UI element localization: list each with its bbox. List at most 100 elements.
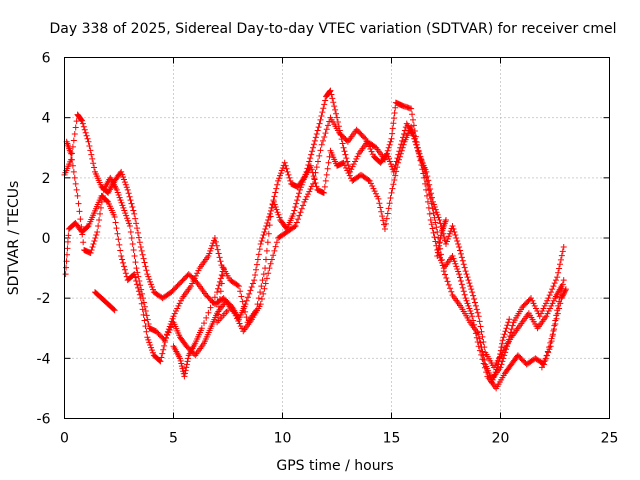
data-point: [295, 216, 302, 223]
data-point: [251, 277, 258, 284]
data-point: [381, 225, 388, 232]
data-point: [80, 123, 87, 130]
data-point: [473, 334, 480, 341]
data-point: [62, 271, 69, 278]
data-point: [333, 110, 340, 117]
data-point: [432, 219, 439, 226]
data-point: [184, 358, 191, 365]
data-point: [139, 295, 146, 302]
data-point: [273, 239, 280, 246]
data-point: [96, 216, 103, 223]
data-point: [284, 168, 291, 175]
data-point: [115, 236, 122, 243]
data-point: [324, 165, 331, 172]
data-point: [461, 264, 468, 271]
data-point: [447, 285, 454, 292]
data-point: [160, 346, 167, 353]
data-point: [121, 266, 128, 273]
data-point: [73, 186, 80, 193]
data-point: [365, 176, 372, 183]
data-point: [326, 88, 333, 95]
data-point: [495, 357, 502, 364]
data-point: [149, 349, 156, 356]
data-point: [286, 174, 293, 181]
data-point: [282, 162, 289, 169]
data-point: [177, 355, 184, 362]
data-point: [544, 297, 551, 304]
data-point: [321, 134, 328, 141]
data-point: [128, 235, 135, 241]
data-point: [409, 116, 416, 123]
data-point: [83, 132, 90, 139]
y-axis-label: SDTVAR / TECUs: [6, 181, 22, 296]
data-point: [263, 247, 270, 254]
data-point: [425, 177, 432, 184]
data-point: [95, 222, 102, 229]
data-point: [274, 209, 281, 216]
data-point: [171, 310, 178, 317]
data-point: [549, 286, 556, 293]
data-point: [244, 294, 251, 301]
data-point: [558, 252, 565, 259]
data-point: [477, 323, 484, 330]
data-point: [114, 230, 121, 237]
data-point: [278, 167, 285, 174]
data-point: [559, 248, 566, 255]
data-point: [434, 211, 441, 218]
data-point: [436, 239, 443, 246]
data-point: [374, 193, 381, 200]
data-point: [425, 204, 432, 211]
data-point: [133, 220, 140, 227]
data-point: [205, 253, 212, 260]
data-point: [371, 188, 378, 195]
data-point: [118, 253, 125, 260]
data-point: [136, 239, 143, 246]
data-point: [496, 354, 503, 361]
data-point: [384, 210, 391, 217]
data-point: [261, 228, 268, 235]
data-point: [273, 206, 280, 213]
data-point: [271, 247, 278, 254]
data-point: [477, 339, 484, 346]
data-point: [262, 225, 269, 232]
data-point: [275, 211, 282, 218]
data-point: [260, 231, 267, 238]
data-point: [384, 150, 391, 157]
data-point: [323, 171, 330, 178]
data-point: [104, 198, 111, 205]
data-point: [476, 318, 483, 325]
data-point: [141, 303, 148, 310]
data-point: [545, 349, 552, 356]
data-point: [339, 140, 346, 147]
data-point: [493, 366, 500, 373]
data-point: [318, 112, 325, 119]
data-point: [125, 190, 132, 197]
data-point: [303, 193, 310, 200]
data-point: [376, 200, 383, 207]
data-point: [212, 238, 219, 245]
data-point: [469, 313, 476, 320]
data-point: [213, 242, 220, 249]
data-point: [463, 271, 470, 278]
data-point: [216, 296, 223, 303]
data-point: [431, 234, 438, 241]
data-point: [364, 140, 371, 147]
data-point: [111, 213, 118, 220]
data-point: [452, 231, 459, 238]
data-point: [272, 204, 279, 211]
data-point: [275, 177, 282, 184]
data-point: [177, 357, 184, 364]
data-point: [307, 186, 314, 193]
data-point: [432, 238, 439, 245]
data-point: [207, 304, 214, 311]
data-point: [471, 296, 478, 303]
data-point: [144, 271, 151, 278]
data-point: [246, 290, 253, 297]
data-point: [552, 317, 559, 324]
data-point: [215, 303, 222, 310]
data-point: [499, 340, 506, 347]
data-point: [127, 228, 134, 235]
data-point: [444, 235, 451, 242]
data-point: [471, 321, 478, 328]
data-point: [118, 199, 125, 206]
